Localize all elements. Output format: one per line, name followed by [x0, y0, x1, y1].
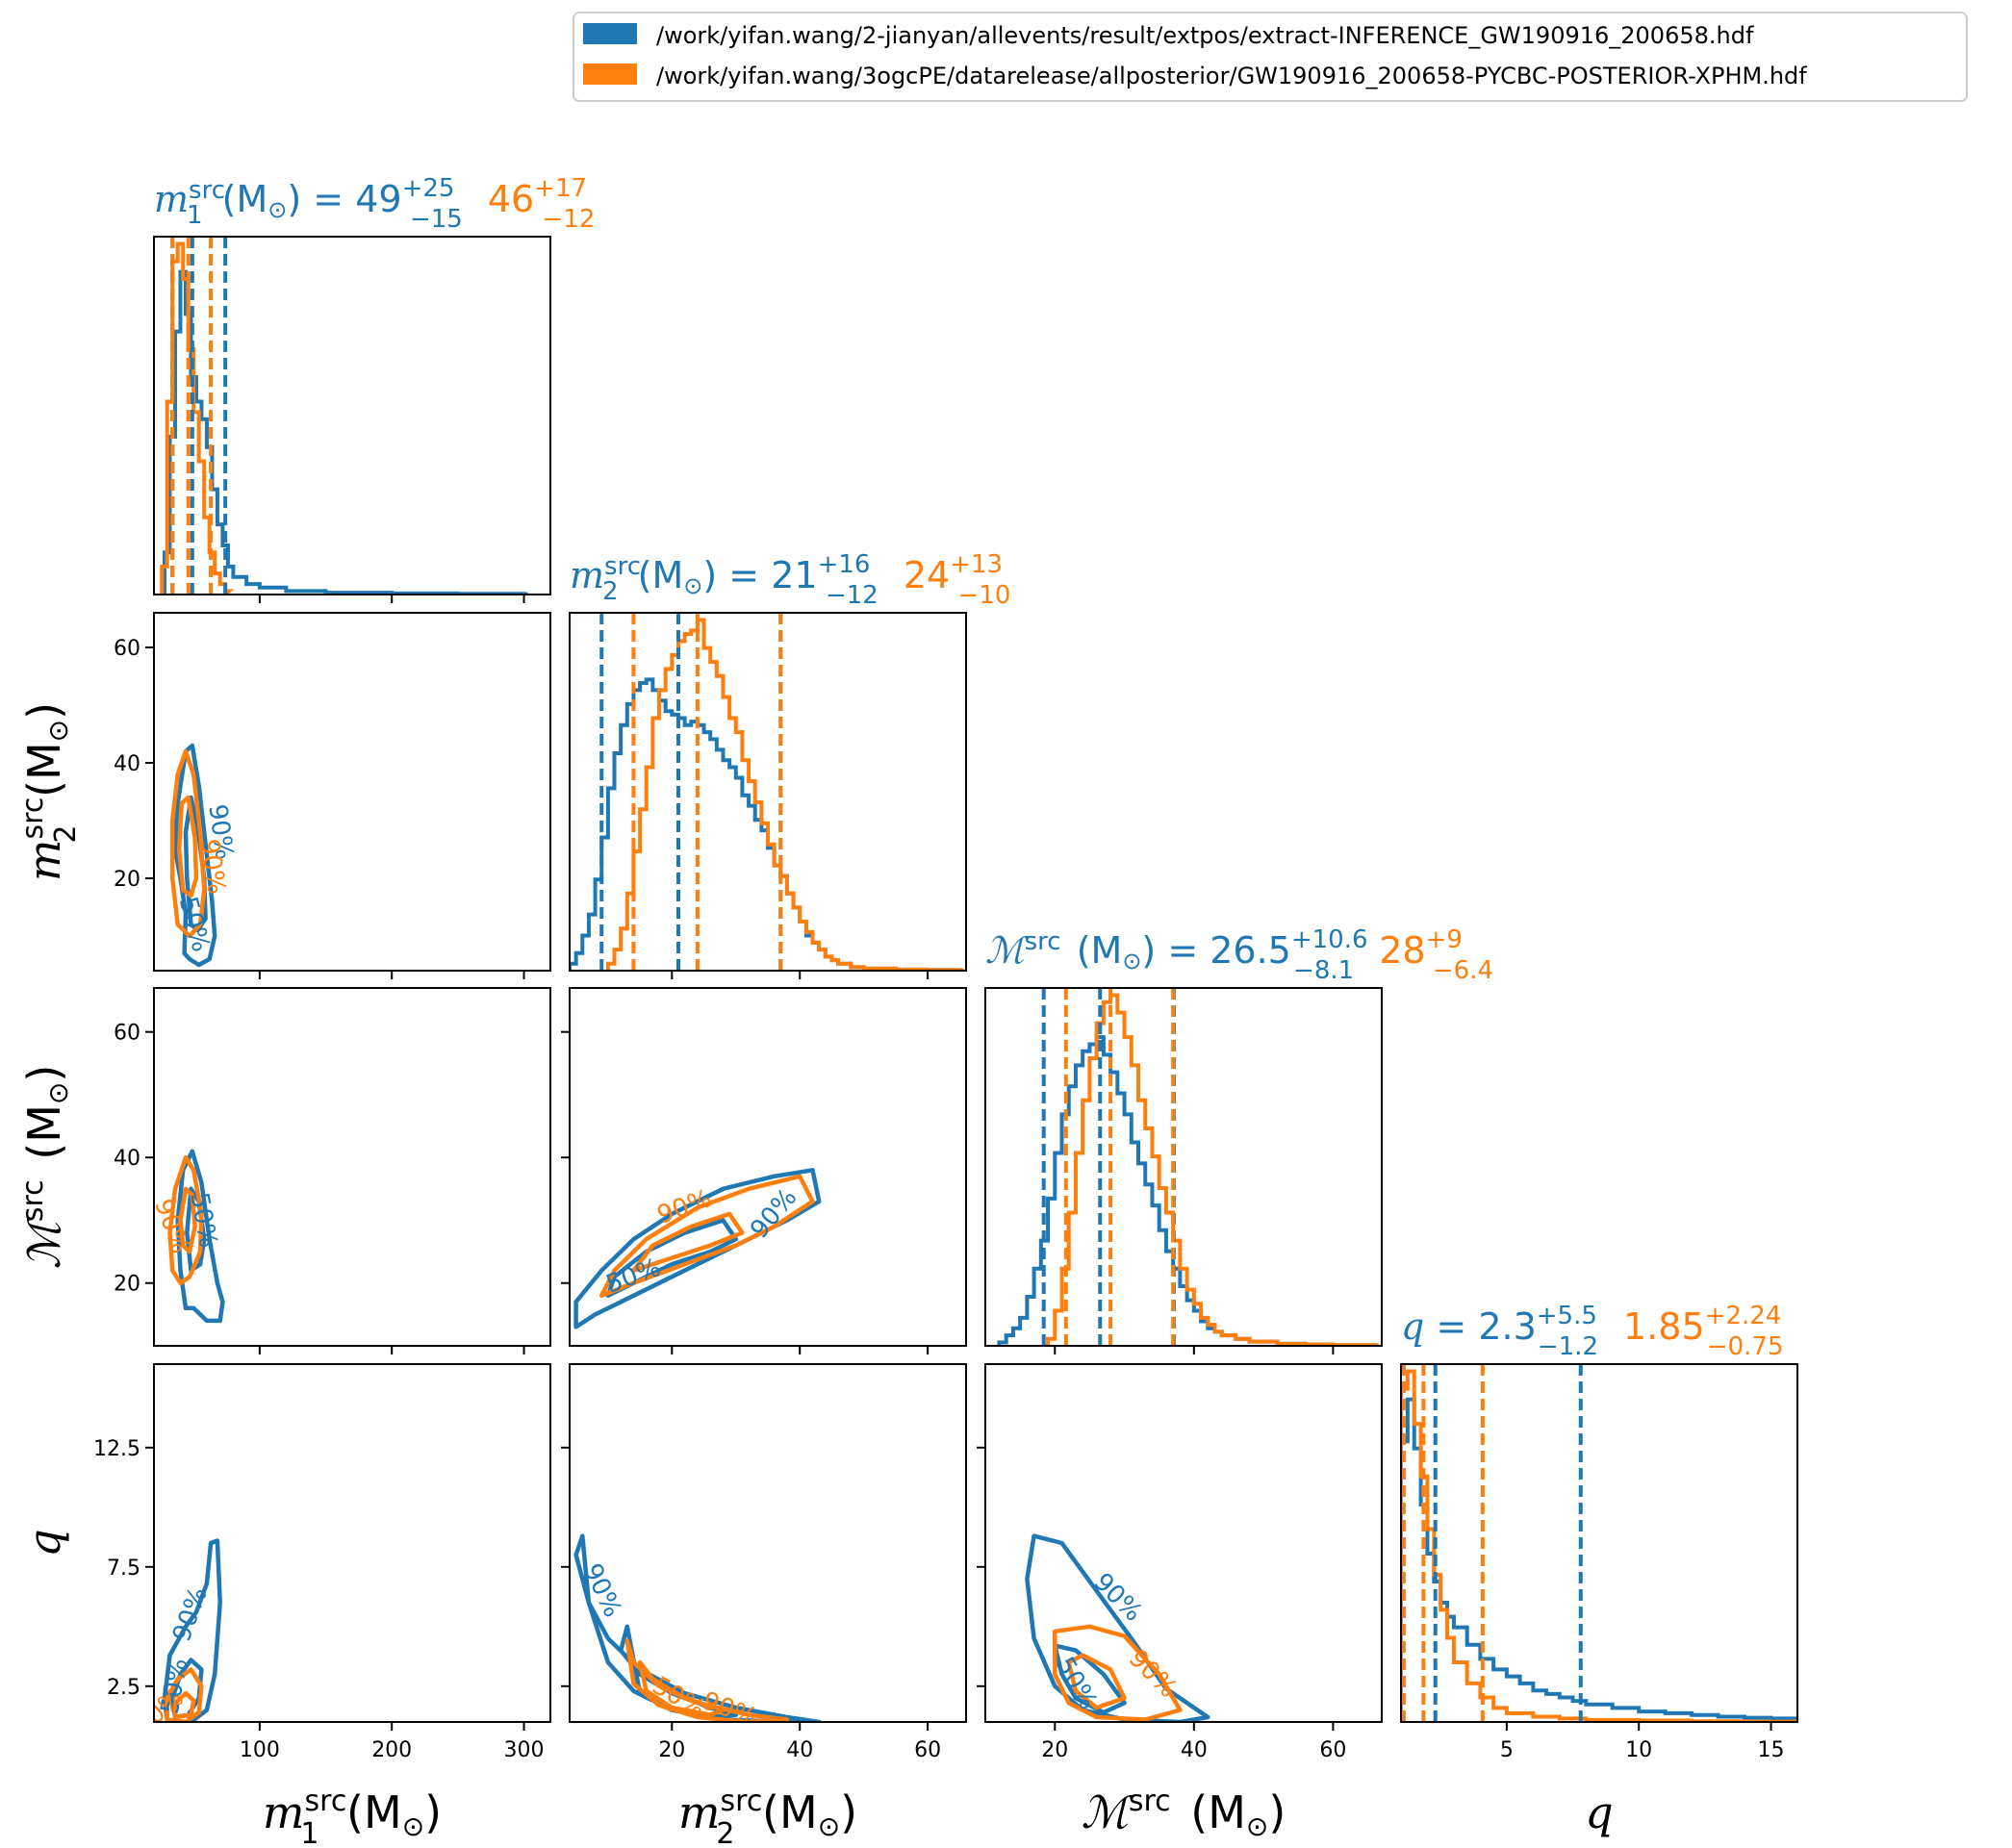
legend-swatch-orange: [583, 63, 637, 85]
diag-title-mchirp: ℳsrc (M⊙) = 26.5+10.6 −8.1 28+9 −6.4: [985, 925, 1493, 985]
legend-swatch-blue: [583, 23, 637, 44]
panel-content: [1401, 1364, 1797, 1722]
histogram-orange: [1046, 993, 1379, 1346]
y-tick-label: 12.5: [93, 1437, 140, 1461]
x-axis-label-q: q: [1585, 1786, 1613, 1838]
y-tick-label: 40: [114, 752, 140, 776]
panel-r3-c0: 90%50%90% 100 200 300 2.5 7.5 12.5: [93, 1363, 551, 1762]
contour-blue-90: [172, 743, 217, 968]
contour-orange-50: [172, 1690, 196, 1720]
x-axis-label-mchirp: ℳsrc (M⊙): [1082, 1785, 1286, 1842]
contour-orange-90: [169, 748, 207, 939]
histogram-blue: [997, 1035, 1379, 1346]
panel-r3-c1: 90%50%90% 20 40 60: [561, 1363, 967, 1762]
panel-frame: [569, 612, 967, 972]
contour-orange-50: [1066, 1653, 1127, 1710]
y-tick-label: 7.5: [107, 1557, 140, 1581]
panel-r1-c0: 90%50%90% 20 40 60: [114, 612, 551, 979]
panel-content: 90%90%50%: [1025, 1533, 1210, 1722]
contour-label-2: 90%: [699, 1686, 761, 1733]
legend-label-blue: /work/yifan.wang/2-jianyan/allevents/res…: [656, 22, 1754, 49]
panel-frame: [153, 1363, 551, 1723]
panel-content: [997, 988, 1379, 1346]
contour-orange-50: [631, 1211, 745, 1273]
panel-content: 90%50%90%: [169, 743, 239, 968]
x-axis-label-m1: msrc 1 (M⊙): [263, 1785, 442, 1848]
panel-frame: [153, 612, 551, 972]
panel-frame: [569, 1363, 967, 1723]
x-tick-label: 300: [504, 1738, 545, 1762]
panel-content: 90%50%90%: [573, 1533, 822, 1733]
panel-frame: [984, 987, 1383, 1347]
panel-content: [570, 613, 964, 971]
contour-orange-50: [637, 1659, 726, 1717]
legend-label-orange: /work/yifan.wang/3ogcPE/datarelease/allp…: [656, 63, 1807, 89]
y-axis-label-m2: msrc2 (M⊙): [16, 702, 83, 881]
panel-content: 90%50%90%: [154, 1538, 222, 1722]
x-tick-label: 5: [1500, 1738, 1514, 1762]
panel-content: 90%90%50%: [573, 1168, 822, 1329]
panel-frame: [153, 987, 551, 1347]
panel-frame: [1400, 1363, 1798, 1723]
x-tick-label: 40: [786, 1738, 813, 1762]
histogram-blue: [1401, 1397, 1797, 1722]
histogram-blue: [162, 269, 528, 595]
x-tick-label: 15: [1758, 1738, 1785, 1762]
contour-blue-90: [573, 1168, 822, 1329]
x-tick-label: 60: [914, 1738, 941, 1762]
x-tick-label: 20: [658, 1738, 685, 1762]
diag-title-q: q = 2.3+5.5 −1.2 1.85+2.24 −0.75: [1401, 1302, 1784, 1361]
diag-title-m1: msrc 1 (M⊙) = 49+25 −15 46+17 −12: [154, 174, 595, 234]
x-tick-label: 60: [1319, 1738, 1346, 1762]
contour-blue-50: [605, 1218, 739, 1299]
y-axis-label-mchirp: ℳsrc (M⊙): [16, 1065, 74, 1270]
panel-content: [160, 237, 528, 595]
x-tick-label: 20: [1041, 1738, 1068, 1762]
y-axis-label-q: q: [18, 1529, 70, 1557]
panel-frame: [984, 1363, 1383, 1723]
contour-blue-90: [175, 1149, 225, 1324]
y-tick-label: 20: [114, 1273, 140, 1297]
x-tick-label: 40: [1181, 1738, 1208, 1762]
y-tick-label: 20: [114, 868, 140, 892]
contour-orange-50: [176, 795, 199, 899]
panel-frame: [569, 987, 967, 1347]
contour-label-0: 90%: [167, 1583, 214, 1646]
panel-content: 90%50%: [154, 1149, 225, 1324]
histogram-orange: [605, 618, 964, 971]
legend: /work/yifan.wang/2-jianyan/allevents/res…: [573, 12, 1968, 102]
panel-r3-c2: 90%90%50% 20 40 60: [977, 1363, 1383, 1762]
x-tick-label: 100: [240, 1738, 280, 1762]
panel-r2-c0: 90%50% 20 40 60: [114, 987, 551, 1354]
contour-orange-90: [167, 1154, 204, 1285]
contour-blue-90: [1025, 1533, 1210, 1722]
y-tick-label: 40: [114, 1147, 140, 1171]
x-tick-label: 200: [371, 1738, 412, 1762]
panel-r3-c3: 5 10 15: [1400, 1363, 1798, 1762]
axis-labels: msrc 1 (M⊙) msrc 2 (M⊙) ℳsrc (M⊙) q msrc2 (M⊙)…: [16, 702, 1614, 1848]
histogram-orange: [1401, 1369, 1797, 1722]
panel-r1-c1: [569, 612, 967, 979]
panel-r0-c0: [153, 236, 551, 603]
panel-r2-c1: 90% 90%50%: [561, 987, 967, 1354]
x-axis-label-m2: msrc 2 (M⊙): [678, 1785, 857, 1848]
diag-title-m2: msrc 2 (M⊙) = 21+16 −12 24+13 −10: [570, 550, 1010, 610]
contour-label-1: 50%: [173, 894, 216, 955]
legend-frame: [573, 12, 1968, 102]
contour-blue-90: [573, 1533, 822, 1722]
contour-orange-90: [1053, 1624, 1183, 1722]
contour-orange-90: [165, 1667, 204, 1722]
y-tick-label: 60: [114, 637, 140, 661]
y-tick-label: 60: [114, 1022, 140, 1046]
contour-orange-50: [178, 1186, 197, 1254]
diagonal-titles: msrc 1 (M⊙) = 49+25 −15 46+17 −12 msrc 2 (M⊙) …: [154, 174, 1784, 1361]
y-tick-label: 2.5: [107, 1676, 140, 1700]
panel-frame: [153, 236, 551, 595]
x-tick-label: 10: [1625, 1738, 1652, 1762]
contour-orange-90: [599, 1174, 815, 1299]
contour-blue-90: [162, 1538, 222, 1722]
panel-r2-c2: [984, 987, 1383, 1354]
